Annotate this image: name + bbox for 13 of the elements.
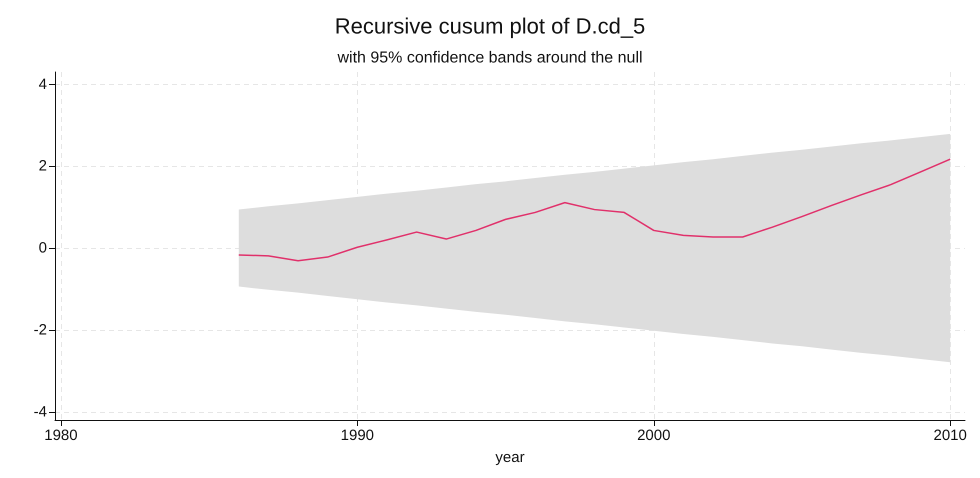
x-tick-label: 1990: [340, 427, 374, 444]
line-series: [238, 158, 951, 262]
y-tick-label: -4: [34, 403, 47, 420]
y-tick-label: 0: [38, 240, 47, 257]
y-tick-label: -2: [34, 321, 47, 338]
chart-title: Recursive cusum plot of D.cd_5: [334, 14, 646, 38]
y-tick-label: 2: [38, 158, 47, 175]
y-tick-label: 4: [38, 76, 47, 93]
x-tick-label: 1980: [44, 427, 78, 444]
x-axis-title: year: [495, 449, 525, 466]
x-tick-label: 2000: [637, 427, 670, 444]
chart-subtitle: with 95% confidence bands around the null: [336, 50, 643, 66]
x-tick-label: 2010: [933, 427, 967, 444]
